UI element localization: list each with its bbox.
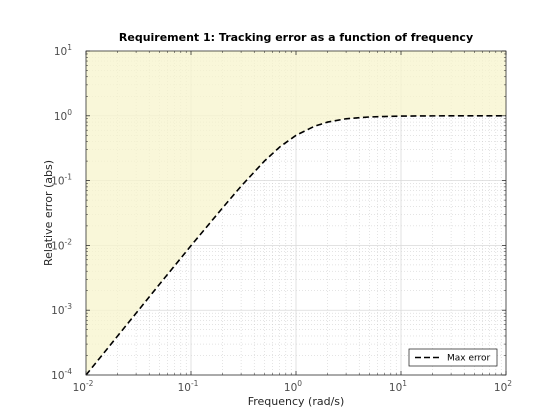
legend: Max error — [408, 348, 498, 367]
chart-title: Requirement 1: Tracking error as a funct… — [119, 31, 473, 44]
shaded-region — [86, 51, 506, 375]
y-tick-label: 10-1 — [51, 173, 72, 188]
legend-label-max-error: Max error — [447, 354, 491, 364]
legend-box — [408, 348, 498, 367]
y-tick-label: 101 — [54, 43, 72, 58]
x-tick-label: 102 — [494, 379, 512, 394]
y-tick-label: 100 — [54, 108, 72, 123]
x-tick-label: 101 — [389, 379, 407, 394]
x-tick-label: 10-2 — [73, 379, 94, 394]
y-axis-ticks: 10-4 10-3 10-2 10-1 100 101 — [51, 43, 506, 382]
series-max-error-line — [85, 115, 506, 376]
y-tick-label: 10-3 — [51, 302, 72, 317]
y-axis-label: Relative error (abs) — [42, 160, 55, 266]
x-axis-label: Frequency (rad/s) — [248, 395, 345, 408]
series-layer — [85, 115, 506, 376]
x-tick-label: 100 — [284, 379, 302, 394]
x-tick-label: 10-1 — [178, 379, 199, 394]
y-tick-label: 10-4 — [51, 367, 72, 382]
plot-area: 10-2 10-1 100 101 102 10-4 10-3 10-2 10-1 100 101… — [51, 43, 512, 394]
x-axis-ticks: 10-2 10-1 100 101 102 — [73, 51, 512, 394]
y-tick-label: 10-2 — [51, 237, 72, 252]
